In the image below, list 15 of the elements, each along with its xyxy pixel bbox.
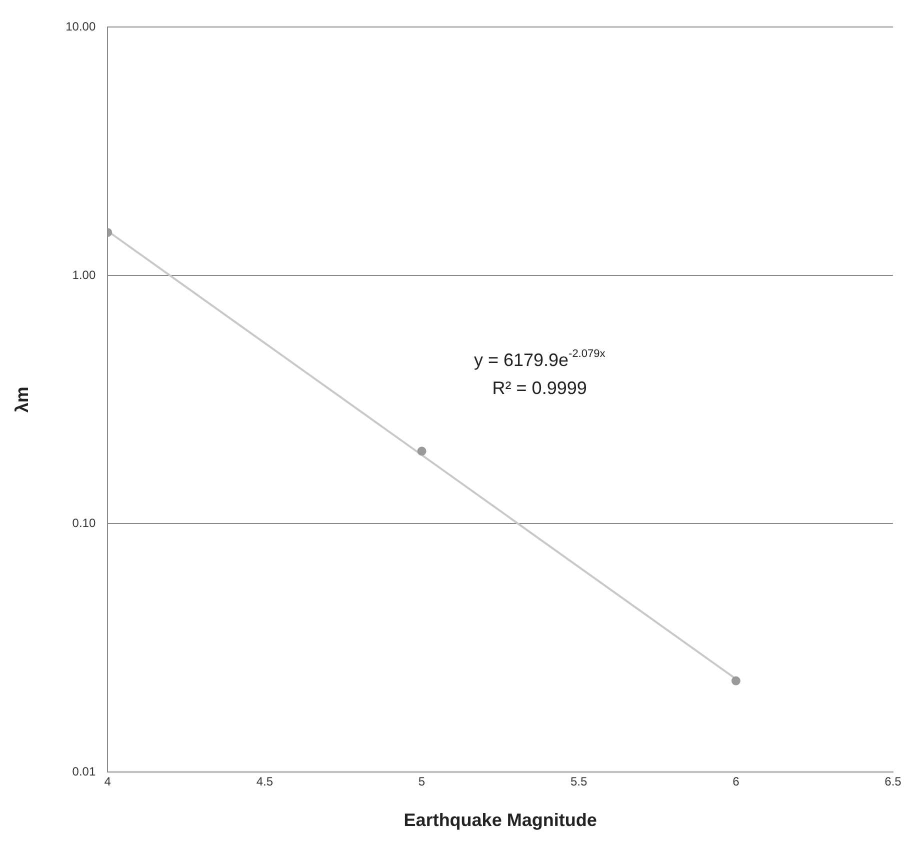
annotation: R² = 0.9999 xyxy=(492,378,587,398)
x-axis-title: Earthquake Magnitude xyxy=(404,810,597,830)
point xyxy=(731,676,740,686)
x-tick-label: 4 xyxy=(104,774,112,789)
x-tick-label: 5.5 xyxy=(570,774,588,789)
y-tick-label: 0.01 xyxy=(72,764,96,778)
y-axis-title: λm xyxy=(12,386,32,413)
x-tick-label: 4.5 xyxy=(256,774,274,789)
y-tick-label: 0.10 xyxy=(72,516,96,530)
y-tick-label: 10.00 xyxy=(66,20,96,34)
x-tick-label: 5 xyxy=(418,774,426,789)
x-tick-label: 6 xyxy=(732,774,740,789)
x-tick-label: 6.5 xyxy=(884,774,902,789)
y-tick-label: 1.00 xyxy=(72,268,96,282)
point xyxy=(417,446,426,456)
